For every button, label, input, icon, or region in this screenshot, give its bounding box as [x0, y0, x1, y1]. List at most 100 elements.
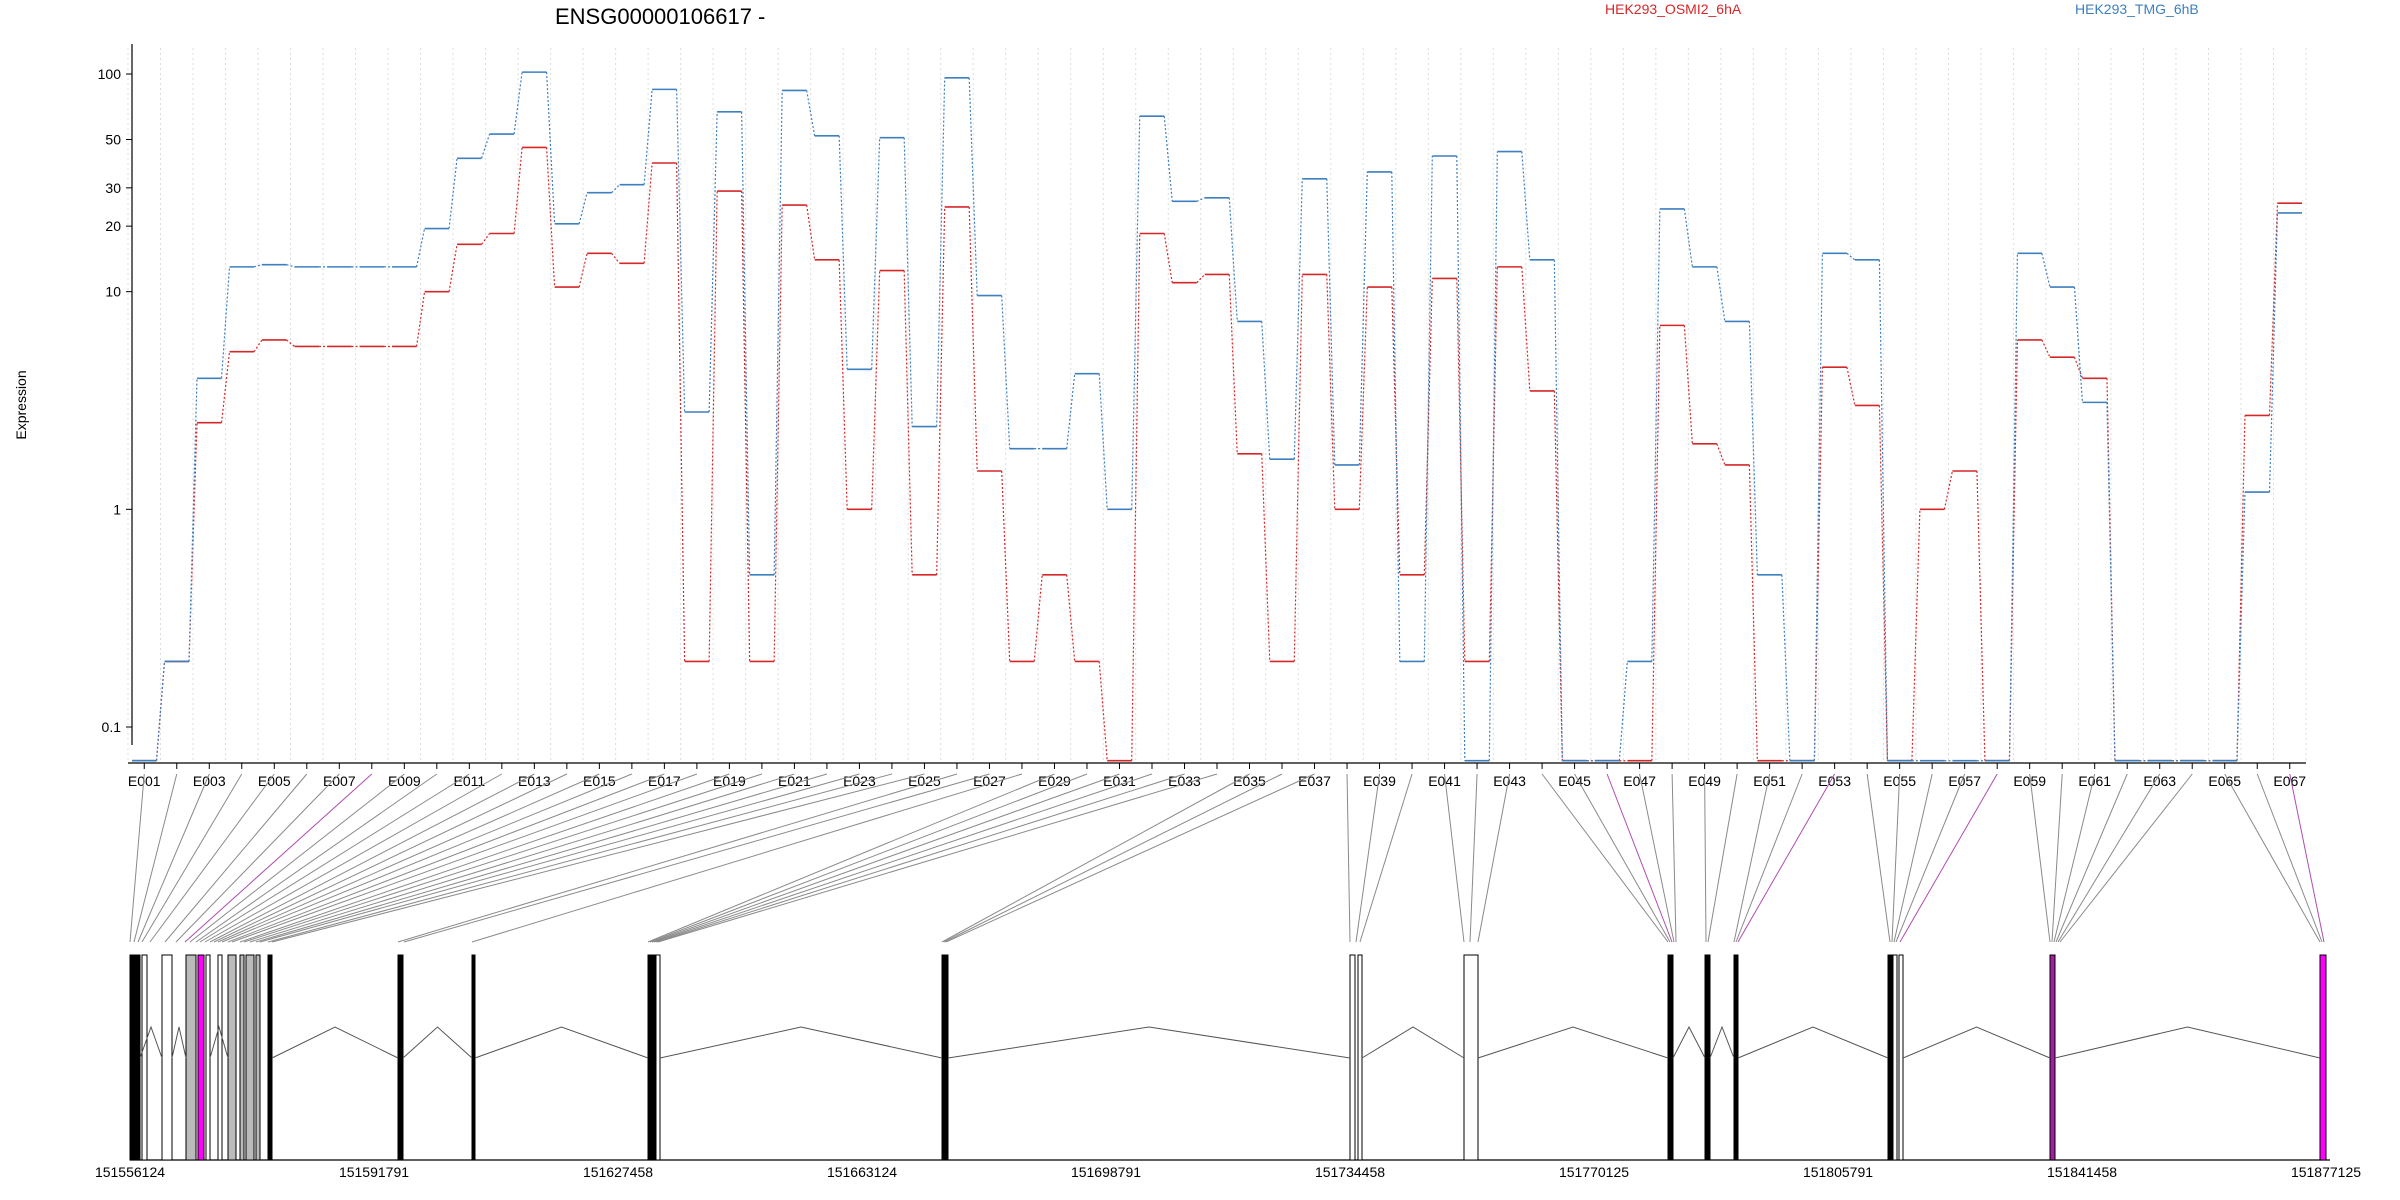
exon-block: [205, 954, 211, 1161]
exon-connector: [1477, 773, 1511, 943]
exon-connector: [129, 773, 145, 943]
series-connector: [220, 351, 231, 423]
series-connector: [968, 206, 978, 472]
series-connector: [871, 137, 881, 370]
intron-line: [1737, 1026, 1889, 1059]
series-connector: [2073, 356, 2084, 379]
series-connector: [155, 661, 166, 761]
exon-connector: [259, 773, 860, 943]
series-connector: [1846, 252, 1856, 261]
exon-block: [161, 954, 173, 1161]
exon-connector: [221, 773, 633, 943]
exon-block: [185, 954, 197, 1161]
legend-series-osmi2: HEK293_OSMI2_6hA: [1605, 1, 1742, 17]
series-connector: [1196, 197, 1205, 202]
chart-title: ENSG00000106617 -: [555, 4, 765, 29]
x-tick-label: E039: [1363, 773, 1396, 789]
genomic-tick-label: 151841458: [2047, 1164, 2117, 1180]
y-tick-label: 10: [105, 284, 121, 300]
series-connector: [676, 163, 686, 662]
series-connector: [415, 291, 426, 347]
series-connector: [188, 378, 198, 662]
x-tick-label: E065: [2208, 773, 2241, 789]
exon-connector: [2289, 773, 2325, 943]
exon-connector: [255, 773, 828, 943]
series-connector: [286, 264, 295, 268]
exon-connector: [647, 773, 1055, 943]
y-tick-label: 50: [105, 132, 121, 148]
exon-connector: [397, 773, 958, 943]
intron-line: [1361, 1026, 1465, 1059]
exon-connector: [149, 773, 275, 943]
exon-connector: [1733, 773, 1771, 943]
series-connector: [1813, 253, 1823, 761]
exon-connector: [2053, 773, 2096, 943]
intron-line: [171, 1026, 187, 1059]
exon-connector: [651, 773, 1120, 943]
x-tick-label: E005: [258, 773, 291, 789]
series-connector: [1293, 178, 1303, 460]
x-tick-label: E017: [648, 773, 681, 789]
exon-connector: [2055, 773, 2128, 943]
exon-connector: [1891, 773, 1901, 943]
series-connector: [1878, 259, 1889, 761]
series-connector: [1911, 509, 1921, 761]
exon-connector: [2256, 773, 2323, 943]
series-connector: [1098, 661, 1108, 761]
series-connector: [1683, 208, 1693, 267]
series-connector: [1001, 295, 1011, 449]
exon-connector: [137, 773, 210, 943]
series-connector: [1196, 274, 1206, 284]
exon-connector: [199, 773, 470, 943]
genomic-tick-label: 151556124: [95, 1164, 165, 1180]
exon-connector: [141, 773, 243, 943]
series-connector: [968, 77, 978, 296]
exon-block: [217, 954, 223, 1161]
series-connector: [545, 147, 556, 288]
exon-connector: [1895, 773, 1966, 943]
series-connector: [1651, 325, 1661, 761]
series-connector: [1423, 155, 1433, 662]
intron-line: [2054, 1026, 2321, 1059]
series-connector: [481, 133, 491, 159]
exon-connector: [657, 773, 1218, 943]
exon-connector: [213, 773, 568, 943]
genomic-tick-label: 151805791: [1803, 1164, 1873, 1180]
x-tick-label: E047: [1623, 773, 1656, 789]
exon-block: [1887, 954, 1893, 1161]
exon-connector: [1606, 773, 1673, 943]
series-connector: [513, 147, 523, 234]
series-connector: [1488, 151, 1498, 761]
series-connector: [1943, 470, 1954, 510]
series-connector: [578, 192, 588, 224]
series-connector: [1813, 367, 1823, 761]
exon-connector: [1893, 773, 1933, 943]
exon-block: [941, 954, 949, 1161]
exon-block: [267, 954, 273, 1161]
series-connector: [1521, 266, 1531, 391]
series-connector: [936, 206, 946, 575]
x-tick-label: E011: [453, 773, 485, 789]
exon-block: [655, 954, 661, 1161]
series-connector: [1228, 197, 1238, 322]
intron-line: [209, 1025, 229, 1059]
series-connector: [741, 111, 751, 575]
exon-block: [239, 954, 245, 1161]
exon-connector: [267, 773, 893, 943]
x-tick-label: E025: [908, 773, 941, 789]
exon-block: [1898, 954, 1904, 1161]
series-connector: [773, 90, 783, 575]
exon-connector: [1444, 773, 1465, 943]
series-connector: [220, 266, 231, 379]
series-connector: [903, 137, 913, 427]
x-tick-label: E035: [1233, 773, 1266, 789]
exon-block: [647, 954, 653, 1161]
exon-connector: [1359, 773, 1413, 943]
x-tick-label: E059: [2013, 773, 2046, 789]
exon-connector: [1866, 773, 1891, 943]
series-connector: [448, 244, 458, 292]
series-connector: [1098, 373, 1108, 510]
exon-block: [2049, 954, 2056, 1161]
exon-connector: [1574, 773, 1671, 943]
series-tmg: [132, 71, 2302, 762]
